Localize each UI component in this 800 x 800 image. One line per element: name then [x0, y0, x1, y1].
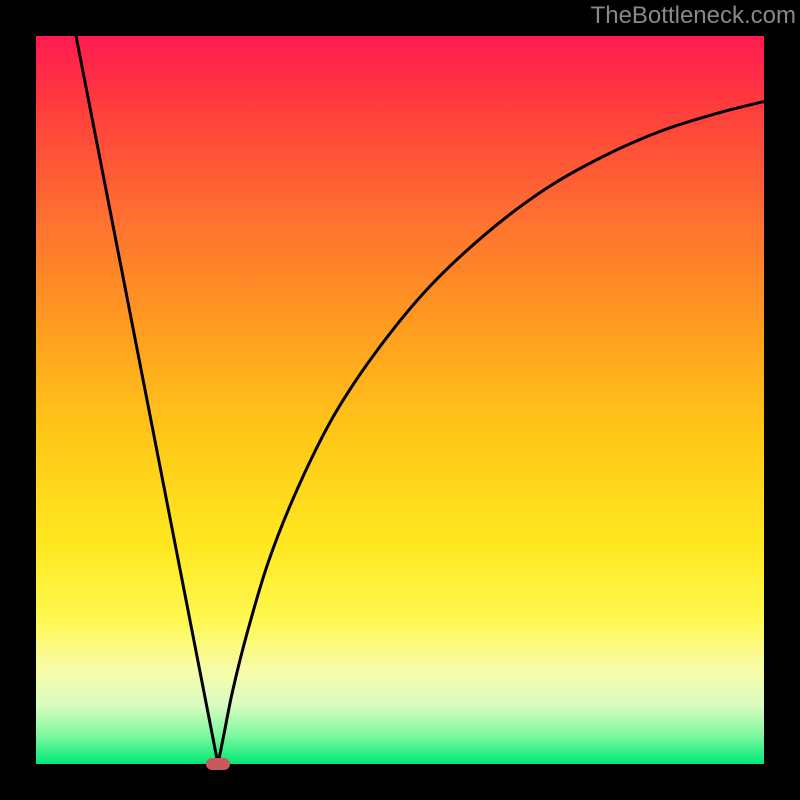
watermark-text: TheBottleneck.com — [591, 2, 796, 30]
chart-canvas: TheBottleneck.com — [0, 0, 800, 800]
plot-background-gradient — [36, 36, 764, 764]
minimum-marker — [206, 758, 229, 770]
